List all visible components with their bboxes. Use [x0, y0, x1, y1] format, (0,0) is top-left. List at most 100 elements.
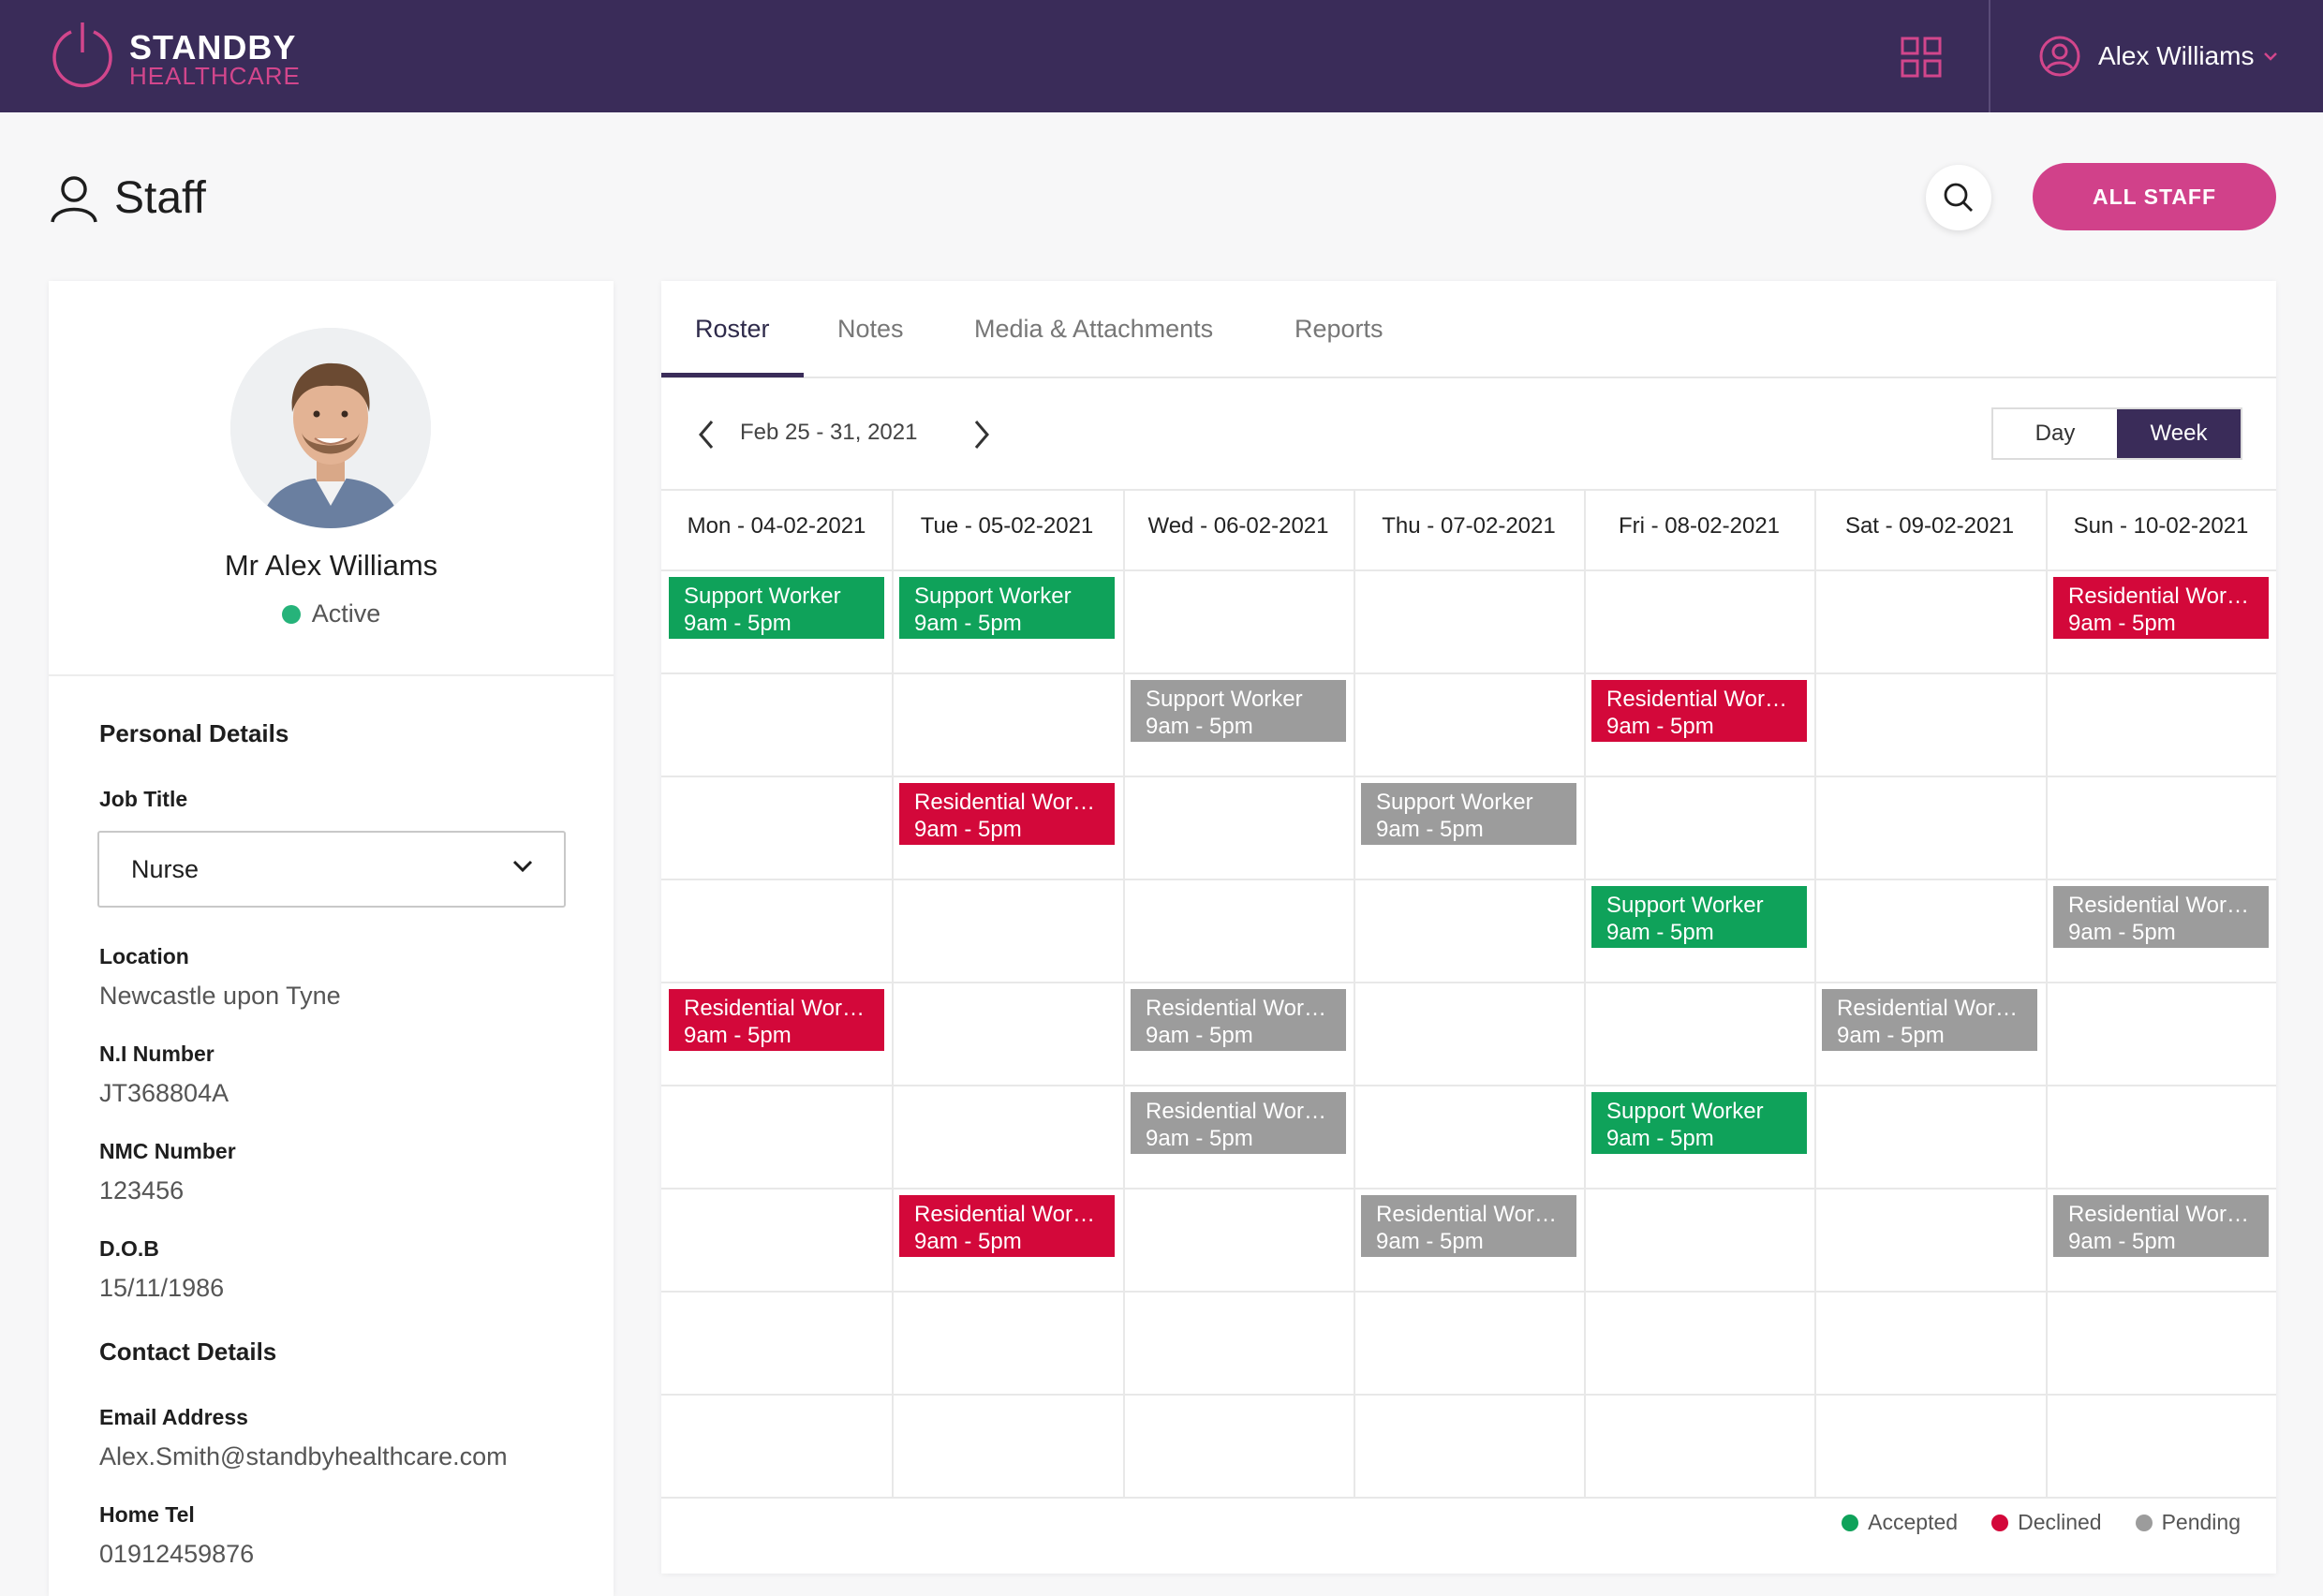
- search-icon: [1944, 183, 1973, 212]
- shift-card[interactable]: Support Worker 9am - 5pm: [1361, 783, 1576, 845]
- tab-notes[interactable]: Notes: [837, 315, 904, 343]
- chevron-down-icon: [512, 860, 533, 873]
- shift-time: 9am - 5pm: [1606, 920, 1714, 945]
- grid-row-divider: [661, 489, 2276, 491]
- shift-time: 9am - 5pm: [914, 1229, 1022, 1254]
- shift-card[interactable]: Support Worker 9am - 5pm: [899, 577, 1115, 639]
- shift-title: Residential Worker: [2068, 893, 2254, 918]
- search-button[interactable]: [1926, 165, 1991, 230]
- tab-roster[interactable]: Roster: [695, 315, 770, 343]
- legend-dot-icon: [1842, 1514, 1859, 1531]
- shift-card[interactable]: Support Worker 9am - 5pm: [1591, 886, 1807, 948]
- dob-value: 15/11/1986: [99, 1274, 225, 1302]
- shift-card[interactable]: Residential Worker 9am - 5pm: [1131, 1092, 1346, 1154]
- grid-column-divider: [1123, 489, 1125, 1497]
- shift-title: Support Worker: [914, 584, 1072, 609]
- job-title-select[interactable]: Nurse: [97, 831, 566, 908]
- shift-title: Residential Worker: [1837, 996, 2022, 1021]
- top-bar: STANDBY HEALTHCARE Alex Williams: [0, 0, 2323, 112]
- legend-dot-icon: [2135, 1514, 2153, 1531]
- grid-row-divider: [661, 982, 2276, 983]
- shift-card[interactable]: Support Worker 9am - 5pm: [1131, 680, 1346, 742]
- shift-card[interactable]: Residential Worker 9am - 5pm: [1131, 989, 1346, 1051]
- user-name: Alex Williams: [2098, 41, 2255, 70]
- shift-card[interactable]: Residential Worker 9am - 5pm: [2053, 577, 2269, 639]
- legend: Accepted Declined Pending: [1808, 1510, 2241, 1535]
- avatar-image: [230, 328, 431, 528]
- legend-item: Accepted: [1842, 1510, 1958, 1535]
- chevron-left-icon[interactable]: [693, 418, 721, 451]
- shift-card[interactable]: Residential Worker 9am - 5pm: [2053, 886, 2269, 948]
- shift-title: Residential Worker: [1146, 1099, 1331, 1124]
- grid-icon[interactable]: [1900, 36, 1943, 79]
- chevron-right-icon[interactable]: [967, 418, 995, 451]
- home-tel-value: 01912459876: [99, 1540, 255, 1568]
- day-view-button[interactable]: Day: [1993, 409, 2117, 458]
- shift-card[interactable]: Residential Worker 9am - 5pm: [899, 783, 1115, 845]
- shift-time: 9am - 5pm: [1146, 1126, 1253, 1151]
- day-header: Thu - 07-02-2021: [1382, 513, 1556, 539]
- nmc-number-value: 123456: [99, 1176, 185, 1204]
- view-toggle: Day Week: [1991, 407, 2242, 460]
- grid-row-divider: [661, 1188, 2276, 1190]
- card-divider: [49, 674, 614, 676]
- ni-number-value: JT368804A: [99, 1079, 229, 1107]
- shift-title: Residential Worker: [1376, 1202, 1561, 1227]
- shift-time: 9am - 5pm: [1146, 1023, 1253, 1048]
- shift-card[interactable]: Residential Worker 9am - 5pm: [1361, 1195, 1576, 1257]
- shift-card[interactable]: Residential Worker 9am - 5pm: [669, 989, 884, 1051]
- shift-time: 9am - 5pm: [914, 611, 1022, 636]
- page-title-text: Staff: [114, 173, 206, 223]
- day-header: Wed - 06-02-2021: [1147, 513, 1329, 539]
- shift-time: 9am - 5pm: [2068, 920, 2176, 945]
- shift-card[interactable]: Residential Worker 9am - 5pm: [1822, 989, 2037, 1051]
- personal-details-title: Personal Details: [99, 719, 289, 747]
- topbar-divider: [1989, 0, 1990, 112]
- shift-card[interactable]: Residential Worker 9am - 5pm: [1591, 680, 1807, 742]
- shift-title: Residential Worker: [914, 1202, 1100, 1227]
- grid-row-divider: [661, 776, 2276, 777]
- shift-card[interactable]: Residential Worker 9am - 5pm: [2053, 1195, 2269, 1257]
- shift-time: 9am - 5pm: [914, 817, 1022, 842]
- shift-title: Support Worker: [1606, 1099, 1764, 1124]
- week-view-button[interactable]: Week: [2117, 409, 2241, 458]
- job-title-value: Nurse: [131, 854, 200, 883]
- brand-name: STANDBY: [129, 28, 297, 66]
- tab-reports[interactable]: Reports: [1295, 315, 1383, 343]
- shift-title: Support Worker: [684, 584, 841, 609]
- day-header: Tue - 05-02-2021: [920, 513, 1094, 539]
- shift-time: 9am - 5pm: [684, 611, 792, 636]
- email-value: Alex.Smith@standbyhealthcare.com: [99, 1442, 508, 1470]
- legend-dot-icon: [1991, 1514, 2009, 1531]
- shift-title: Residential Worker: [684, 996, 869, 1021]
- roster-card: Roster Notes Media & Attachments Reports…: [661, 281, 2276, 1574]
- shift-title: Support Worker: [1606, 893, 1764, 918]
- shift-card[interactable]: Support Worker 9am - 5pm: [669, 577, 884, 639]
- user-icon: [51, 175, 97, 223]
- shift-card[interactable]: Residential Worker 9am - 5pm: [899, 1195, 1115, 1257]
- shift-card[interactable]: Support Worker 9am - 5pm: [1591, 1092, 1807, 1154]
- shift-time: 9am - 5pm: [1376, 1229, 1484, 1254]
- shift-title: Residential Worker: [1146, 996, 1331, 1021]
- status-text: Active: [311, 599, 381, 628]
- nmc-number-label: NMC Number: [99, 1139, 236, 1163]
- day-header: Fri - 08-02-2021: [1618, 513, 1781, 539]
- grid-row-divider: [661, 1497, 2276, 1499]
- tab-bar: Roster Notes Media & Attachments Reports: [661, 281, 2276, 378]
- user-menu[interactable]: Alex Williams: [2038, 32, 2278, 81]
- tab-media-attachments[interactable]: Media & Attachments: [974, 315, 1214, 343]
- shift-time: 9am - 5pm: [684, 1023, 792, 1048]
- shift-title: Support Worker: [1146, 687, 1303, 712]
- location-label: Location: [99, 944, 189, 968]
- grid-column-divider: [1814, 489, 1816, 1497]
- chevron-down-icon: [2264, 52, 2278, 61]
- staff-name: Mr Alex Williams: [224, 549, 438, 582]
- shift-time: 9am - 5pm: [1606, 1126, 1714, 1151]
- date-range: Feb 25 - 31, 2021: [740, 420, 918, 445]
- all-staff-button[interactable]: ALL STAFF: [2033, 163, 2276, 230]
- shift-time: 9am - 5pm: [2068, 1229, 2176, 1254]
- grid-column-divider: [1354, 489, 1355, 1497]
- home-tel-label: Home Tel: [99, 1502, 195, 1527]
- user-circle-icon: [2039, 36, 2080, 77]
- page-title: Staff: [49, 172, 206, 224]
